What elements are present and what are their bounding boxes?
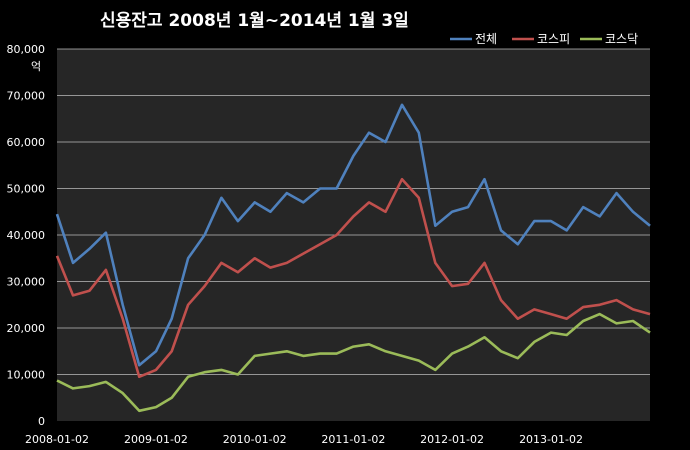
y-tick-label: 0 <box>38 415 45 428</box>
y-tick-label: 80,000 <box>7 43 46 56</box>
x-tick-label: 2013-01-02 <box>519 433 583 446</box>
y-tick-label: 50,000 <box>7 183 46 196</box>
series-lines <box>55 103 651 413</box>
x-axis-tick-labels: 2008-01-02 2009-01-02 2010-01-02 2011-01-02… <box>25 433 583 446</box>
y-tick-label: 10,000 <box>7 369 46 382</box>
legend-label: 코스닥 <box>605 32 638 46</box>
chart-title: 신용잔고 2008년 1월~2014년 1월 3일 <box>100 11 409 31</box>
legend-item: 전체 <box>450 32 497 46</box>
y-tick-label: 60,000 <box>7 136 46 149</box>
y-tick-label: 30,000 <box>7 276 46 289</box>
legend-label: 코스피 <box>537 32 570 46</box>
legend: 전체 코스피 코스닥 <box>450 32 638 46</box>
y-tick-label: 20,000 <box>7 322 46 335</box>
legend-item: 코스닥 <box>580 32 638 46</box>
series-line-코스닥 <box>56 312 651 413</box>
legend-label: 전체 <box>475 32 497 46</box>
y-tick-label: 40,000 <box>7 229 46 242</box>
y-axis-tick-labels: 0 10,000 20,000 30,000 40,000 50,000 60,000 70,… <box>7 43 46 428</box>
series-line-코스피 <box>55 177 651 379</box>
x-tick-label: 2008-01-02 <box>25 433 89 446</box>
legend-item: 코스피 <box>512 32 570 46</box>
x-tick-label: 2009-01-02 <box>124 433 188 446</box>
gridlines <box>57 48 650 375</box>
x-tick-label: 2012-01-02 <box>420 433 484 446</box>
series-line-전체 <box>55 103 651 367</box>
x-tick-label: 2011-01-02 <box>321 433 385 446</box>
y-axis-unit-label: 억 <box>31 60 41 73</box>
y-tick-label: 70,000 <box>7 90 46 103</box>
x-tick-label: 2010-01-02 <box>223 433 287 446</box>
